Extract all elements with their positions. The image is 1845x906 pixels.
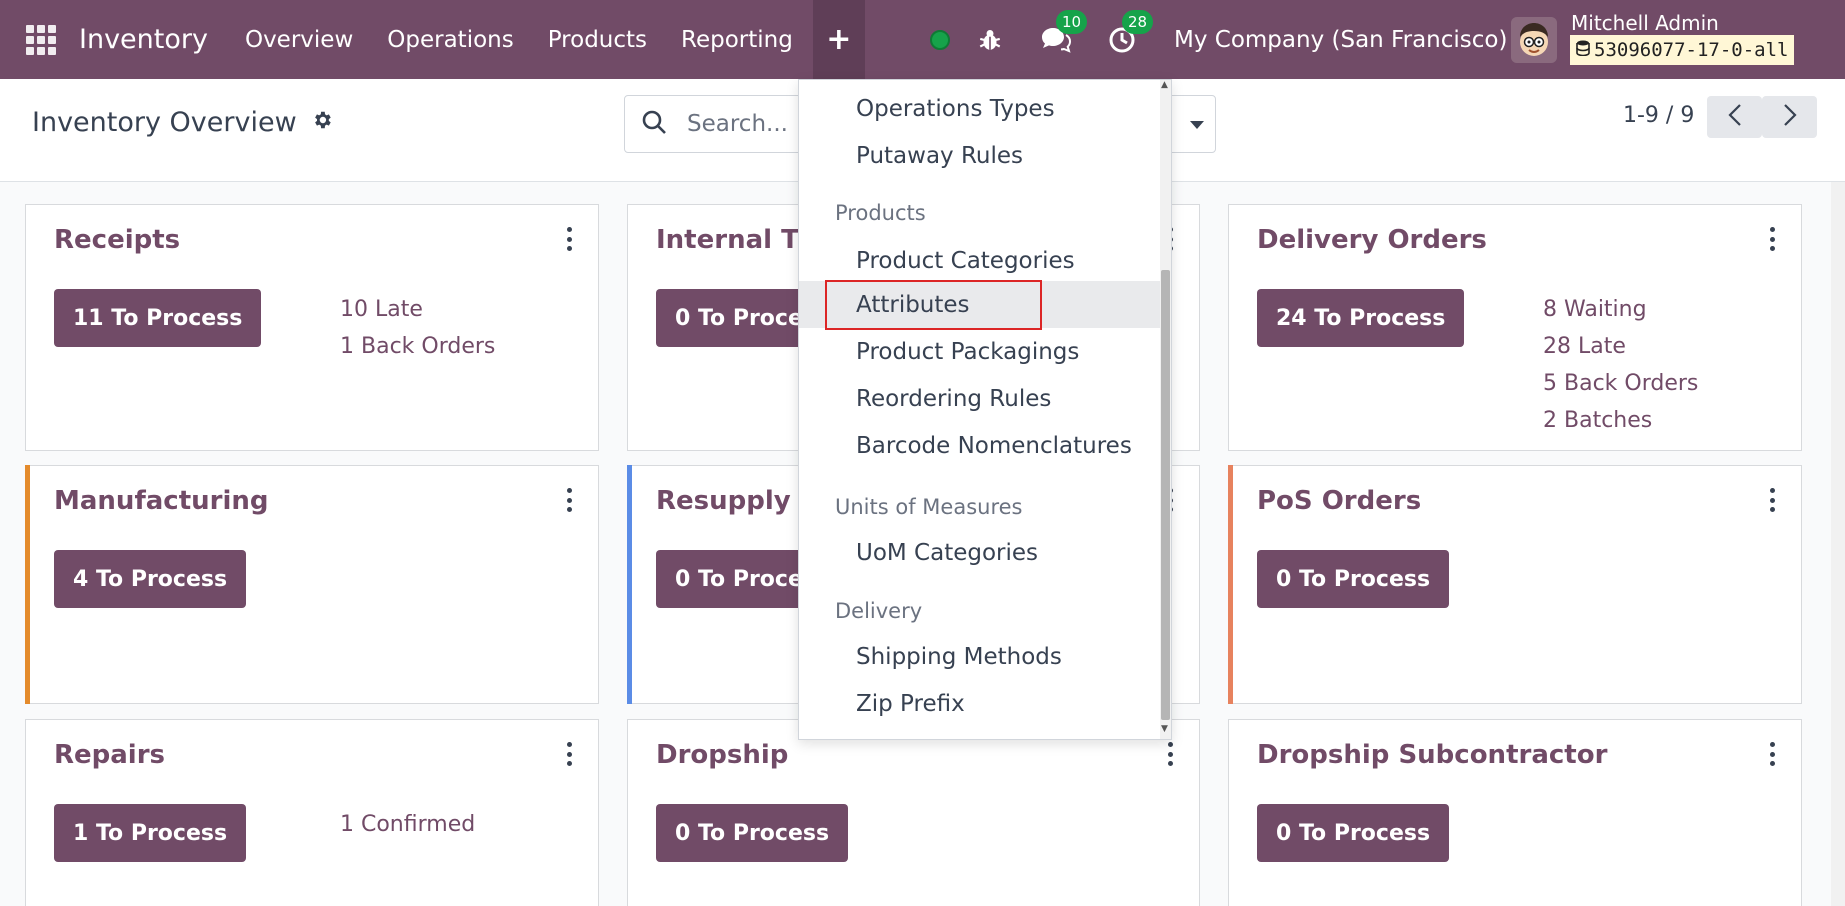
user-avatar[interactable] [1511,17,1557,63]
menu-operations[interactable]: Operations [387,26,514,53]
dropdown-item-operations-types[interactable]: Operations Types [856,95,1055,122]
to-process-button[interactable]: 1 To Process [54,804,247,862]
company-switcher[interactable]: My Company (San Francisco) [1174,26,1508,53]
late-link[interactable]: 10 Late [340,297,423,322]
dropdown-item-product-categories[interactable]: Product Categories [856,247,1075,274]
to-process-button[interactable]: 4 To Process [54,550,247,608]
card-title[interactable]: Manufacturing [54,486,269,516]
scroll-up-arrow-icon[interactable]: ▲ [1161,80,1168,90]
menu-plus-button[interactable]: + [812,0,865,79]
app-brand[interactable]: Inventory [79,24,208,55]
dropdown-item-reordering-rules[interactable]: Reordering Rules [856,385,1052,412]
top-navbar: Inventory Overview Operations Products R… [0,0,1845,79]
dropdown-item-product-packagings[interactable]: Product Packagings [856,338,1080,365]
waiting-link[interactable]: 8 Waiting [1543,297,1647,322]
search-icon [641,109,667,139]
database-tag: 53096077-17-0-all [1570,35,1795,65]
configuration-dropdown-menu: Operations Types Putaway Rules Products … [798,79,1172,740]
dropdown-section-products: Products [835,201,926,225]
back-orders-link[interactable]: 1 Back Orders [340,334,496,359]
confirmed-link[interactable]: 1 Confirmed [340,812,476,837]
card-title[interactable]: Receipts [54,225,181,255]
kebab-menu-icon[interactable] [564,227,574,251]
card-title[interactable]: Repairs [54,740,166,770]
menu-reporting[interactable]: Reporting [681,26,793,53]
kanban-card-repairs: Repairs 1 To Process 1 Confirmed [25,719,599,906]
dropdown-item-attributes[interactable]: Attributes [799,281,1161,328]
menu-products[interactable]: Products [547,26,648,53]
dropdown-section-delivery: Delivery [835,599,923,623]
activity-clock-icon[interactable]: 28 [1104,9,1154,58]
dropdown-item-shipping-methods[interactable]: Shipping Methods [856,643,1062,670]
messages-badge: 10 [1056,9,1088,34]
kanban-card-receipts: Receipts 11 To Process 10 Late 1 Back Or… [25,204,599,451]
to-process-button[interactable]: 11 To Process [54,289,262,347]
card-title[interactable]: Dropship Subcontractor [1257,740,1608,770]
kanban-card-dropship: Dropship 0 To Process [627,719,1200,906]
dropdown-item-uom-categories[interactable]: UoM Categories [856,539,1039,566]
chevron-left-icon [1727,103,1742,131]
debug-bug-icon[interactable] [972,22,1008,58]
card-color-accent [25,465,30,704]
page-scrollbar[interactable] [1831,182,1845,906]
to-process-button[interactable]: 0 To Process [1257,804,1450,862]
kanban-card-delivery-orders: Delivery Orders 24 To Process 8 Waiting … [1228,204,1802,451]
scroll-down-arrow-icon[interactable]: ▼ [1161,724,1168,734]
kanban-card-pos-orders: PoS Orders 0 To Process [1228,465,1802,704]
card-color-accent [1228,465,1233,704]
app-menu-grid-icon[interactable] [26,24,58,56]
to-process-button[interactable]: 24 To Process [1257,289,1465,347]
page-title: Inventory Overview [32,107,333,138]
user-name[interactable]: Mitchell Admin [1571,11,1719,35]
late-link[interactable]: 28 Late [1543,334,1626,359]
database-name: 53096077-17-0-all [1594,39,1789,61]
kanban-card-manufacturing: Manufacturing 4 To Process [25,465,599,704]
dropdown-item-putaway-rules[interactable]: Putaway Rules [856,142,1024,169]
card-color-accent [627,465,632,704]
dropdown-item-barcode-nomenclatures[interactable]: Barcode Nomenclatures [856,432,1132,459]
database-icon [1576,39,1590,61]
search-options-caret-icon[interactable] [1189,116,1205,135]
kebab-menu-icon[interactable] [1767,227,1777,251]
activities-badge: 28 [1122,9,1154,34]
messages-chat-icon[interactable]: 10 [1038,9,1088,58]
pager-value[interactable]: 1-9 / 9 [1623,103,1695,128]
dropdown-item-zip-prefix[interactable]: Zip Prefix [856,690,965,717]
kebab-menu-icon[interactable] [1767,742,1777,766]
dropdown-scrollbar-thumb[interactable] [1161,270,1170,720]
status-dot-icon [930,29,950,50]
card-title[interactable]: PoS Orders [1257,486,1422,516]
back-orders-link[interactable]: 5 Back Orders [1543,371,1699,396]
kanban-card-dropship-subcontractor: Dropship Subcontractor 0 To Process [1228,719,1802,906]
pager-previous-button[interactable] [1707,96,1762,138]
kebab-menu-icon[interactable] [564,742,574,766]
page-title-text: Inventory Overview [32,107,297,138]
kebab-menu-icon[interactable] [564,488,574,512]
to-process-button[interactable]: 0 To Process [1257,550,1450,608]
menu-overview[interactable]: Overview [244,26,354,53]
dropdown-section-units-of-measures: Units of Measures [835,495,1023,519]
kebab-menu-icon[interactable] [1165,742,1175,766]
batches-link[interactable]: 2 Batches [1543,408,1653,433]
kebab-menu-icon[interactable] [1767,488,1777,512]
navbar-systray: 10 28 My Company (San Francisco) [930,0,1507,79]
settings-gear-icon[interactable] [311,107,333,138]
chevron-right-icon [1783,103,1797,131]
to-process-button[interactable]: 0 To Process [656,804,849,862]
pager-next-button[interactable] [1762,96,1817,138]
card-title[interactable]: Delivery Orders [1257,225,1487,255]
card-title[interactable]: Dropship [656,740,789,770]
